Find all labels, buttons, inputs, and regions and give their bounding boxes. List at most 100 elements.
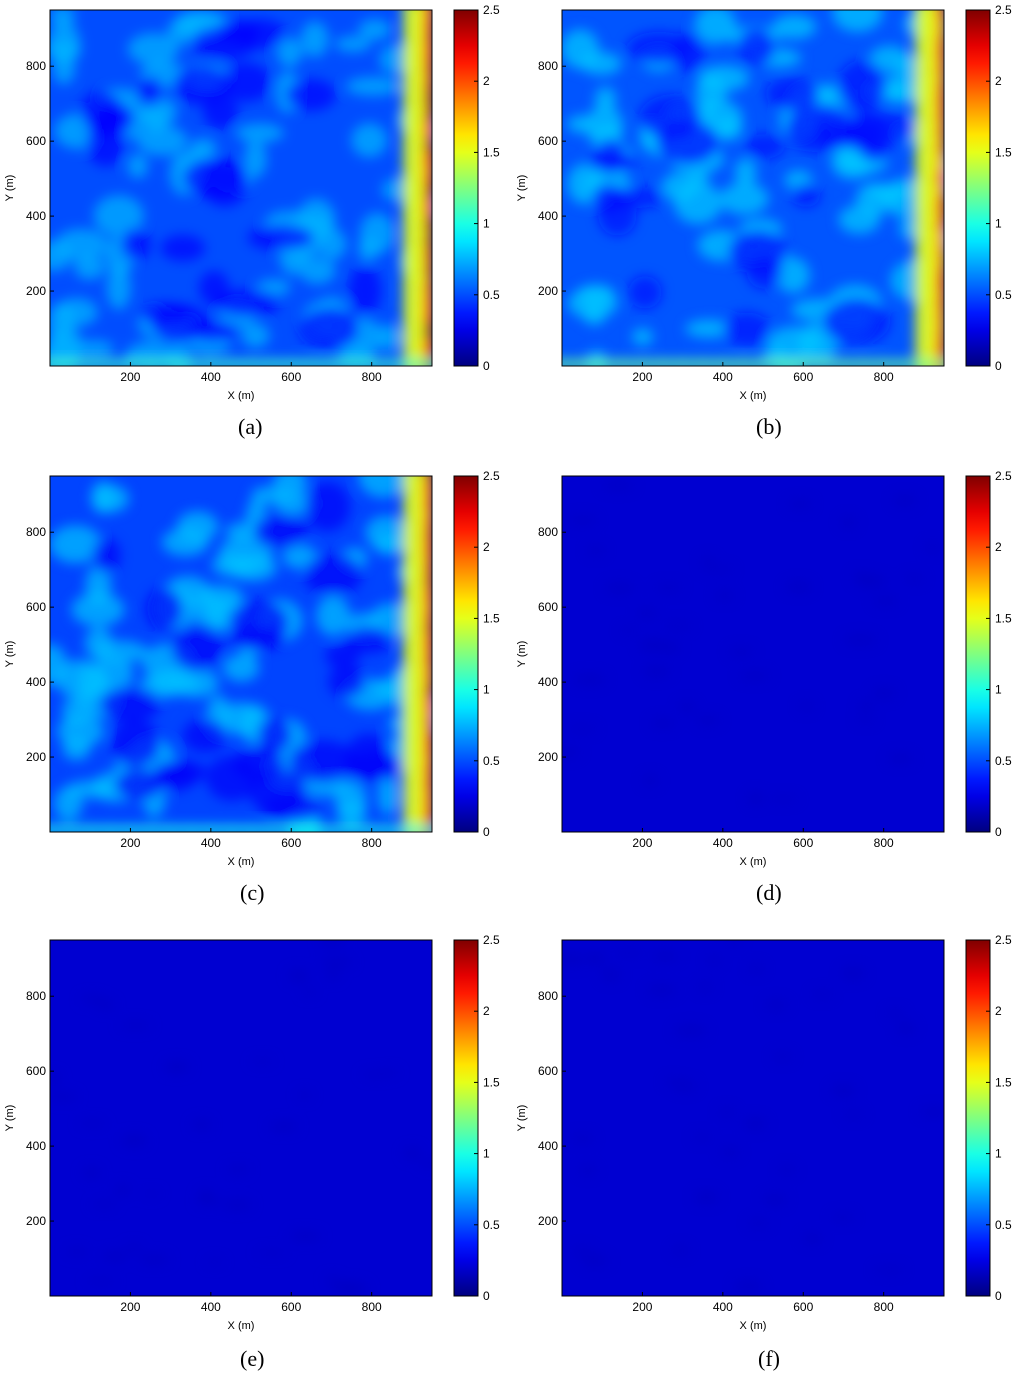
- y-tick-label: 600: [26, 134, 46, 148]
- colorbar-tick-label: 1: [483, 217, 490, 231]
- caption-c: (c): [240, 880, 265, 905]
- heatmap-blob: [174, 668, 219, 698]
- heatmap-blob: [651, 719, 675, 728]
- heatmap-blob: [672, 31, 707, 74]
- heatmap-blob: [235, 18, 287, 50]
- plot-frame: [561, 939, 945, 1297]
- heatmap-blob: [831, 1214, 854, 1221]
- heatmap-blob: [54, 228, 108, 261]
- x-tick-label: 400: [713, 836, 733, 850]
- heatmap-blob: [692, 1135, 712, 1141]
- heatmap-blob: [773, 1053, 793, 1061]
- heatmap-texture: [562, 940, 944, 1293]
- heatmap-blob: [897, 1022, 915, 1034]
- heatmap-blob: [300, 21, 329, 58]
- heatmap-blob: [93, 195, 144, 237]
- heatmap-blob: [218, 702, 264, 735]
- heatmap-blob: [749, 964, 764, 973]
- heatmap-blob: [326, 969, 340, 980]
- y-tick-label: 600: [538, 1064, 558, 1078]
- heatmap-blob: [581, 1256, 609, 1266]
- heatmap-blob: [164, 1061, 190, 1073]
- heatmap-blob: [920, 1107, 944, 1116]
- heatmap-blob: [812, 991, 833, 998]
- y-axis-label: Y (m): [516, 175, 528, 202]
- heatmap-right-edge: [50, 476, 432, 832]
- heatmap-blob: [734, 1281, 762, 1293]
- heatmap-field: [50, 476, 432, 832]
- heatmap-blob: [172, 64, 231, 106]
- heatmap-blob: [381, 1070, 399, 1075]
- heatmap-blob: [613, 950, 645, 956]
- y-tick-label: 800: [26, 525, 46, 539]
- heatmap-blob: [722, 312, 772, 347]
- x-tick-label: 200: [632, 370, 652, 384]
- heatmap-blob: [702, 567, 734, 572]
- x-tick-label: 400: [713, 370, 733, 384]
- heatmap-blob: [744, 1118, 766, 1130]
- heatmap-blob: [297, 1091, 312, 1099]
- heatmap-blob: [893, 495, 917, 506]
- x-tick-label: 600: [281, 370, 301, 384]
- y-tick-label: 400: [538, 1139, 558, 1153]
- colorbar-tick-label: 1: [483, 683, 490, 697]
- heatmap-blob: [586, 151, 639, 172]
- heatmap-blob: [647, 985, 676, 996]
- heatmap-blob: [832, 10, 883, 32]
- heatmap-blob: [905, 575, 924, 583]
- heatmap-blob: [748, 792, 763, 805]
- x-tick-label: 200: [120, 836, 140, 850]
- heatmap-blob: [632, 328, 654, 346]
- heatmap-blob: [289, 1231, 321, 1242]
- x-tick-label: 800: [362, 1300, 382, 1314]
- heatmap-blob: [739, 672, 770, 680]
- colorbar-tick-label: 0.5: [995, 754, 1012, 768]
- heatmap-blob: [776, 257, 810, 294]
- heatmap-blob: [859, 701, 873, 711]
- y-axis-label: Y (m): [4, 175, 16, 202]
- x-axis-label: X (m): [228, 1320, 255, 1332]
- heatmap-blob: [874, 1267, 904, 1273]
- heatmap-blob: [247, 224, 315, 251]
- y-tick-label: 400: [26, 675, 46, 689]
- heatmap-blob: [701, 557, 715, 565]
- heatmap-svg-b: 200 400 600 800 200 400 600 800 X (m) Y (m) 0 0.5 1 1…: [516, 3, 1012, 402]
- heatmap-blob: [748, 1219, 769, 1228]
- heatmap-blob: [587, 546, 605, 555]
- heatmap-blob: [258, 715, 292, 754]
- heatmap-blob: [78, 1121, 106, 1127]
- heatmap-blob: [345, 626, 392, 654]
- y-tick-label: 200: [538, 750, 558, 764]
- heatmap-svg-c: 200 400 600 800 200 400 600 800 X (m) Y (m) 0 0.5 1 1…: [4, 469, 500, 868]
- heatmap-blob: [719, 1108, 735, 1116]
- heatmap-background: [562, 476, 944, 832]
- heatmap-blob: [674, 1081, 697, 1091]
- heatmap-blob: [348, 265, 382, 316]
- heatmap-blob: [85, 565, 112, 605]
- heatmap-blob: [251, 1059, 274, 1064]
- heatmap-blob: [50, 1093, 77, 1101]
- heatmap-blob: [328, 664, 366, 699]
- heatmap-blob: [746, 254, 783, 290]
- y-tick-label: 200: [26, 750, 46, 764]
- colorbar-tick-label: 1.5: [995, 145, 1012, 159]
- y-tick-label: 200: [26, 1214, 46, 1228]
- colorbar: [453, 475, 479, 833]
- x-tick-label: 600: [281, 1300, 301, 1314]
- heatmap-field: [562, 940, 944, 1296]
- heatmap-blob: [241, 323, 270, 348]
- plot-frame: [49, 9, 433, 367]
- heatmap-texture: [50, 476, 432, 832]
- heatmap-blob: [727, 940, 741, 945]
- heatmap-blob: [577, 284, 615, 304]
- x-tick-label: 800: [362, 836, 382, 850]
- heatmap-blob: [674, 1025, 707, 1036]
- y-tick-label: 800: [538, 989, 558, 1003]
- y-tick-label: 800: [26, 59, 46, 73]
- colorbar-tick-label: 2: [483, 1004, 490, 1018]
- heatmap-blob: [572, 1247, 593, 1254]
- heatmap-blob: [299, 257, 336, 285]
- x-tick-label: 800: [874, 1300, 894, 1314]
- heatmap-blob: [65, 780, 118, 799]
- heatmap-blob: [80, 996, 104, 1003]
